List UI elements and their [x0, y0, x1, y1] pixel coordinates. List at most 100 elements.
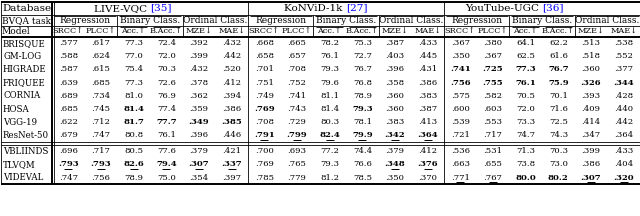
Text: 73.3: 73.3	[516, 118, 535, 126]
Text: 75.9: 75.9	[548, 79, 569, 87]
Text: 82.4: 82.4	[319, 132, 340, 140]
Text: .360: .360	[385, 92, 404, 100]
Text: 76.7: 76.7	[353, 65, 372, 73]
Text: PLCC↑: PLCC↑	[282, 27, 312, 35]
Text: .337: .337	[221, 160, 242, 168]
Text: .755: .755	[483, 79, 503, 87]
Text: .600: .600	[451, 105, 470, 113]
Text: .326: .326	[580, 79, 602, 87]
Text: .379: .379	[385, 147, 404, 155]
Text: 78.1: 78.1	[353, 118, 372, 126]
Text: Ordinal Class.: Ordinal Class.	[183, 16, 248, 25]
Text: 77.7: 77.7	[156, 118, 177, 126]
Text: .350: .350	[451, 52, 470, 60]
Text: .700: .700	[255, 147, 274, 155]
Text: Binary Class.: Binary Class.	[316, 16, 376, 25]
Text: 75.3: 75.3	[353, 39, 372, 47]
Text: .622: .622	[59, 118, 78, 126]
Text: .708: .708	[287, 65, 307, 73]
Text: Ordinal Class.: Ordinal Class.	[379, 16, 444, 25]
Text: 72.7: 72.7	[353, 52, 372, 60]
Text: .701: .701	[255, 65, 274, 73]
Text: .771: .771	[451, 174, 470, 182]
Text: .749: .749	[255, 92, 274, 100]
Text: 78.9: 78.9	[124, 174, 143, 182]
Text: 80.2: 80.2	[548, 174, 569, 182]
Text: .685: .685	[92, 79, 111, 87]
Text: .386: .386	[418, 79, 437, 87]
Text: .396: .396	[385, 65, 404, 73]
Text: .440: .440	[614, 105, 633, 113]
Text: 79.3: 79.3	[320, 160, 339, 168]
Text: 77.2: 77.2	[320, 147, 339, 155]
Text: .403: .403	[385, 52, 404, 60]
Text: .383: .383	[385, 118, 404, 126]
Text: 72.4: 72.4	[157, 39, 176, 47]
Text: 77.4: 77.4	[157, 105, 176, 113]
Text: .539: .539	[451, 118, 470, 126]
Text: PLCC↑: PLCC↑	[86, 27, 116, 35]
Text: 80.0: 80.0	[515, 174, 536, 182]
Text: .378: .378	[189, 79, 209, 87]
Text: 70.1: 70.1	[549, 92, 568, 100]
Text: KoNViD-1k: KoNViD-1k	[284, 4, 346, 13]
Text: .432: .432	[222, 39, 241, 47]
Text: .791: .791	[254, 132, 275, 140]
Text: HIGRADE: HIGRADE	[3, 65, 47, 74]
Text: CORNIA: CORNIA	[3, 91, 40, 100]
Text: 82.6: 82.6	[124, 160, 144, 168]
Text: .421: .421	[222, 147, 241, 155]
Text: .386: .386	[222, 105, 241, 113]
Text: .679: .679	[59, 132, 78, 140]
Text: .431: .431	[418, 65, 437, 73]
Text: .433: .433	[418, 39, 437, 47]
Text: 72.5: 72.5	[549, 118, 568, 126]
Text: .617: .617	[92, 39, 111, 47]
Text: .657: .657	[287, 52, 307, 60]
Text: Model: Model	[2, 27, 31, 36]
Text: PLCC↑: PLCC↑	[478, 27, 508, 35]
Text: MAE↓: MAE↓	[218, 27, 245, 35]
Text: 80.3: 80.3	[320, 118, 339, 126]
Text: MZE↓: MZE↓	[381, 27, 408, 35]
Text: .442: .442	[614, 118, 633, 126]
Text: B.Acc.↑: B.Acc.↑	[150, 27, 183, 35]
Text: .386: .386	[581, 160, 600, 168]
Text: 70.3: 70.3	[549, 147, 568, 155]
Text: MAE↓: MAE↓	[610, 27, 637, 35]
Text: .383: .383	[418, 92, 437, 100]
Text: .721: .721	[451, 132, 470, 140]
Text: 72.0: 72.0	[157, 52, 176, 60]
Text: .577: .577	[59, 39, 78, 47]
Text: Acc.↑: Acc.↑	[122, 27, 146, 35]
Text: 81.2: 81.2	[320, 174, 339, 182]
Text: .370: .370	[418, 174, 437, 182]
Text: .393: .393	[581, 92, 600, 100]
Text: Database: Database	[2, 4, 51, 13]
Text: .360: .360	[582, 65, 600, 73]
Text: 62.5: 62.5	[516, 52, 535, 60]
Text: .385: .385	[221, 118, 242, 126]
Text: .428: .428	[614, 92, 633, 100]
Text: .376: .376	[417, 160, 438, 168]
Text: Acc.↑: Acc.↑	[513, 27, 538, 35]
Text: .793: .793	[58, 160, 79, 168]
Text: .725: .725	[483, 65, 503, 73]
Text: VBLIINDS: VBLIINDS	[3, 147, 49, 156]
Text: 62.2: 62.2	[549, 39, 568, 47]
Text: 79.9: 79.9	[352, 132, 372, 140]
Text: .717: .717	[92, 147, 111, 155]
Text: 76.1: 76.1	[320, 52, 339, 60]
Text: .765: .765	[287, 160, 307, 168]
Text: [35]: [35]	[150, 4, 172, 13]
Text: .399: .399	[582, 147, 600, 155]
Text: 72.6: 72.6	[157, 79, 176, 87]
Text: 77.3: 77.3	[124, 39, 143, 47]
Text: .404: .404	[614, 160, 633, 168]
Text: .756: .756	[450, 79, 470, 87]
Text: .553: .553	[483, 118, 502, 126]
Text: .717: .717	[484, 132, 502, 140]
Text: Regression: Regression	[255, 16, 306, 25]
Text: .307: .307	[580, 174, 602, 182]
Text: 74.7: 74.7	[516, 132, 535, 140]
